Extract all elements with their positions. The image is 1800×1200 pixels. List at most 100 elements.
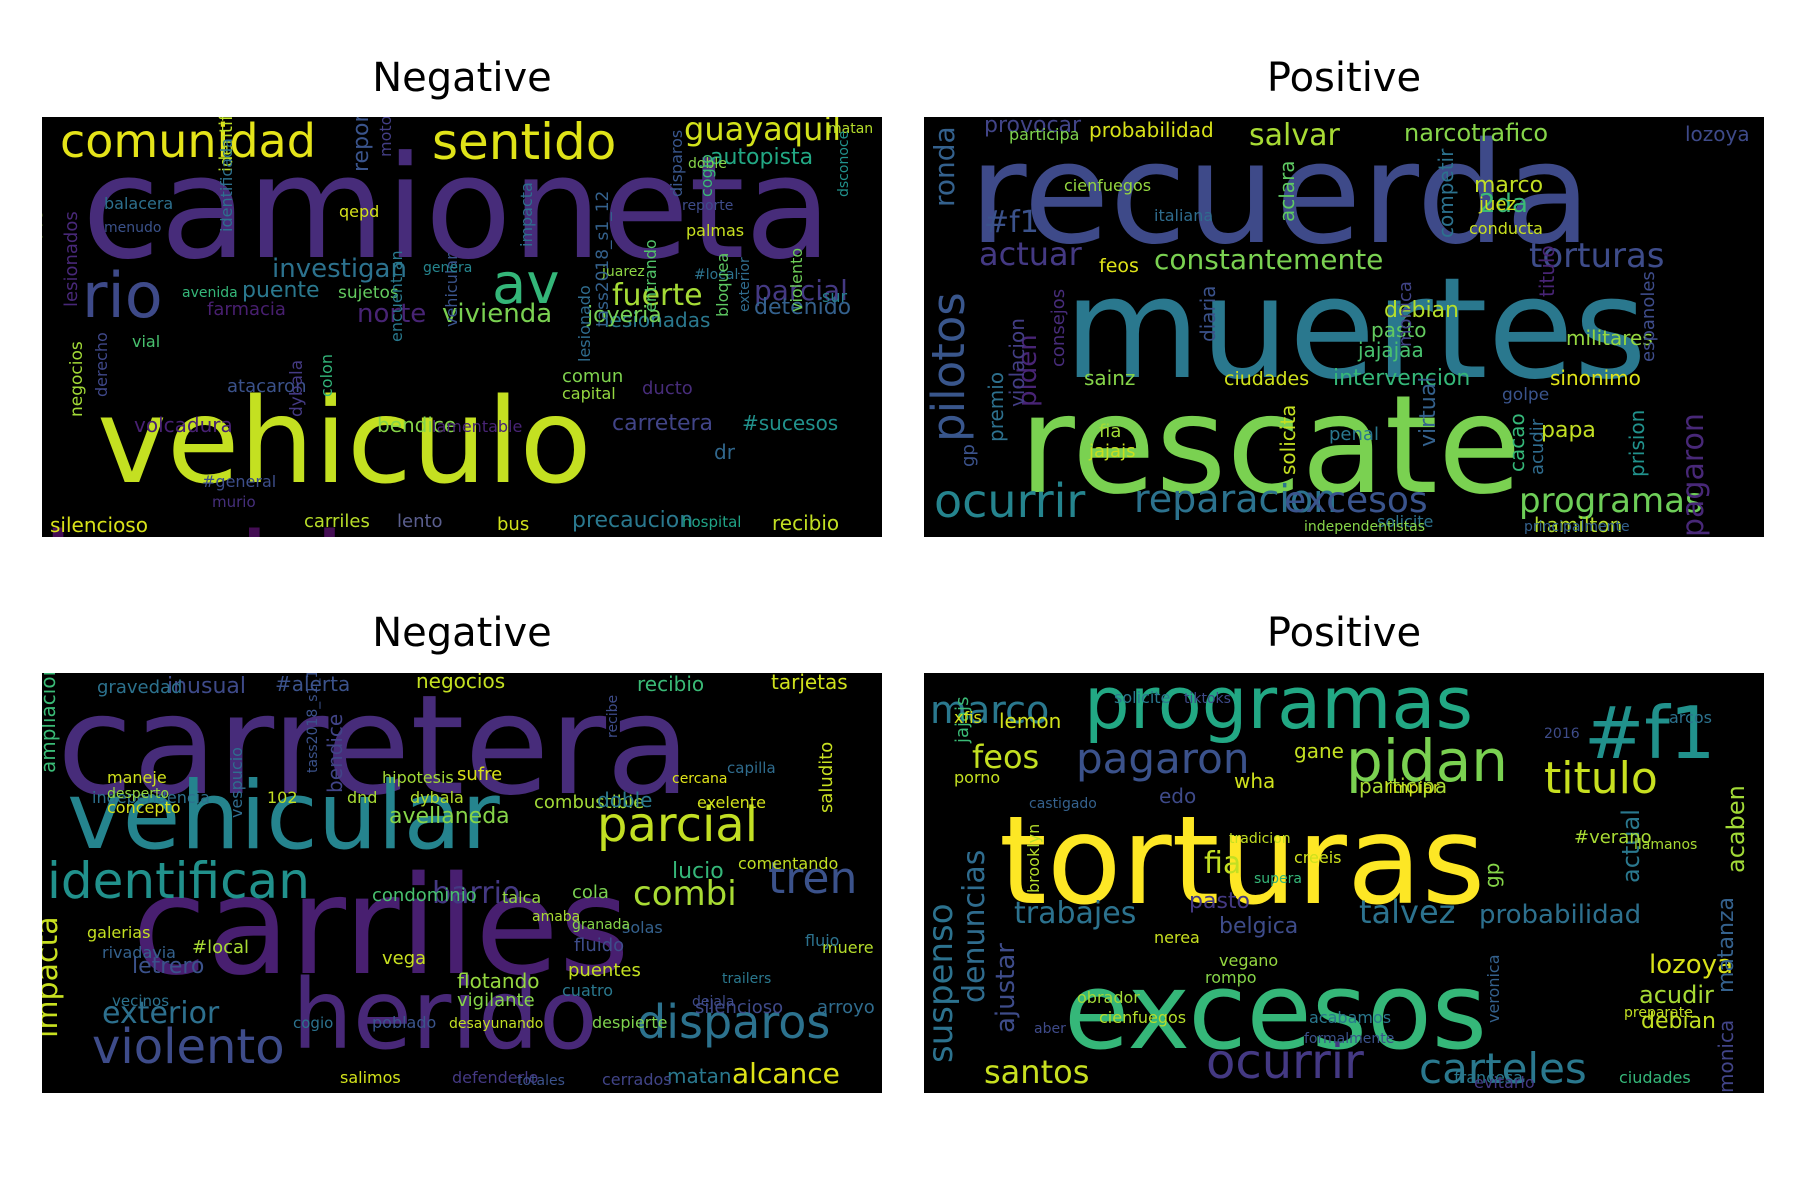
cloud-word: carretera: [612, 411, 713, 436]
cloud-word: sufre: [457, 764, 502, 785]
cloud-word: pidan: [1346, 727, 1508, 795]
cloud-word: programas: [1519, 481, 1703, 521]
cloud-word: lesionadas: [604, 308, 710, 332]
cloud-word: precaucion: [572, 508, 693, 533]
cloud-word: vehicular: [67, 762, 500, 871]
cloud-word: ampliacion: [42, 673, 60, 773]
cloud-word: vehicular: [442, 253, 461, 327]
cloud-word: nerea: [1154, 928, 1200, 947]
cloud-word: #general: [202, 472, 276, 491]
cloud-word: dr: [714, 440, 736, 464]
cloud-word: talca: [502, 888, 541, 907]
cloud-word: marco: [930, 688, 1049, 732]
cloud-word: herido: [292, 959, 598, 1071]
cloud-word: salvar: [1249, 118, 1340, 153]
cloud-word: limpiar: [1384, 778, 1440, 797]
cloud-word: dybala: [287, 360, 307, 417]
cloud-word: sainz: [1084, 366, 1135, 390]
cloud-word: flotando: [457, 969, 540, 993]
cloud-word: #local: [192, 937, 249, 958]
cloud-word: golpe: [1502, 385, 1549, 405]
cloud-word: vivienda: [442, 299, 552, 329]
cloud-word: negocios: [67, 341, 87, 417]
word-cloud: carretera vehicular carriles herido identifi…: [42, 673, 882, 1093]
cloud-word: despierte: [592, 1013, 667, 1032]
cloud-word: defenderlo: [452, 1068, 538, 1087]
cloud-word: heridos: [42, 507, 479, 537]
cloud-word: bus: [497, 514, 529, 535]
cloud-word: torturas: [1529, 236, 1665, 276]
cloud-word: 2016: [1544, 726, 1580, 742]
cloud-word: parcial: [754, 274, 848, 307]
cloud-word: #alerta: [275, 673, 350, 696]
cloud-word: formalmente: [1304, 1031, 1394, 1047]
cloud-word: carriles: [132, 848, 630, 1006]
cloud-word: solicite: [1377, 512, 1433, 531]
cloud-word: vega: [382, 948, 426, 969]
cloud-word: jajajaa: [1357, 338, 1424, 362]
cloud-word: solicite: [1114, 688, 1170, 707]
cloud-word: sujetos: [338, 283, 399, 303]
cloud-word: sur: [822, 287, 847, 306]
word-cloud: camioneta vehiculoheridos camion comunidad s…: [42, 117, 882, 537]
cloud-word: suspenso: [924, 903, 961, 1063]
cloud-word: lozoya: [1649, 950, 1733, 980]
cloud-word: carretera: [57, 673, 691, 826]
cloud-word: tass2018_s1_12: [305, 673, 321, 773]
cloud-word: vespucio: [227, 747, 246, 818]
cloud-word: cienfuegos: [1064, 176, 1151, 195]
cloud-word: xfis: [954, 708, 982, 727]
cloud-word: papa: [1541, 418, 1596, 443]
cloud-word: cogio: [293, 1014, 333, 1032]
cloud-word: combustible: [534, 792, 644, 813]
cloud-word: feos: [1099, 255, 1139, 277]
cloud-word: veronica: [1484, 954, 1503, 1023]
cloud-word: fluido: [574, 935, 624, 956]
cloud-word: provocar: [984, 117, 1082, 138]
cloud-word: dos: [42, 210, 47, 242]
cloud-word: parcial: [597, 797, 758, 853]
cloud-word: autopista: [710, 145, 813, 170]
cloud-word: intervencion: [1333, 366, 1470, 391]
cloud-word: ocurrir: [1206, 1034, 1364, 1090]
cloud-word: creeis: [1294, 848, 1342, 867]
cloud-word: puente: [242, 278, 320, 303]
cloud-word: lento: [397, 511, 443, 532]
cloud-word: doble: [688, 156, 727, 172]
cloud-word: actual: [1617, 809, 1645, 883]
cloud-word: carriles: [304, 511, 370, 532]
cloud-word: violento: [787, 248, 806, 312]
cloud-word: avenida: [182, 285, 238, 301]
cloud-word: debian: [1384, 298, 1459, 323]
cloud-word: recuerda: [969, 117, 1591, 276]
word-cloud: recuerda muertes rescate ocurrir reparacion e…: [924, 117, 1764, 537]
cloud-word: reporte: [682, 198, 733, 214]
cloud-word: diaria: [1196, 285, 1220, 342]
cloud-word: acudir: [1527, 418, 1548, 475]
cloud-word: ciudades: [1619, 1068, 1691, 1087]
cloud-word: bendice: [323, 714, 347, 793]
cloud-word: vehiculo: [97, 372, 592, 510]
cloud-word: cola: [572, 882, 609, 903]
cloud-word: rivadavia: [102, 943, 176, 962]
cloud-word: comun: [562, 366, 623, 387]
cloud-word: letrero: [132, 954, 204, 979]
cloud-word: flujo: [805, 931, 839, 950]
cloud-word: jajajs: [1088, 441, 1135, 462]
cloud-word: silencioso: [50, 513, 148, 537]
cloud-word: encuentran: [387, 250, 406, 342]
cloud-word: fia: [1099, 421, 1121, 442]
cloud-word: 102: [267, 788, 298, 807]
cloud-word: norte: [357, 299, 426, 329]
cloud-word: tass2018_s1_12: [593, 191, 613, 327]
panel-title: Negative: [372, 55, 552, 101]
cloud-word: cacao: [1505, 413, 1529, 472]
cloud-word: sinonimo: [1550, 366, 1641, 390]
cloud-word: fia: [1204, 846, 1241, 881]
cloud-word: hamilton: [1534, 513, 1622, 537]
cloud-word: trabajes: [1014, 896, 1136, 931]
cloud-word: hospital: [682, 513, 741, 531]
cloud-word: monica: [1714, 1020, 1738, 1093]
cloud-word: gravedad: [97, 677, 182, 698]
